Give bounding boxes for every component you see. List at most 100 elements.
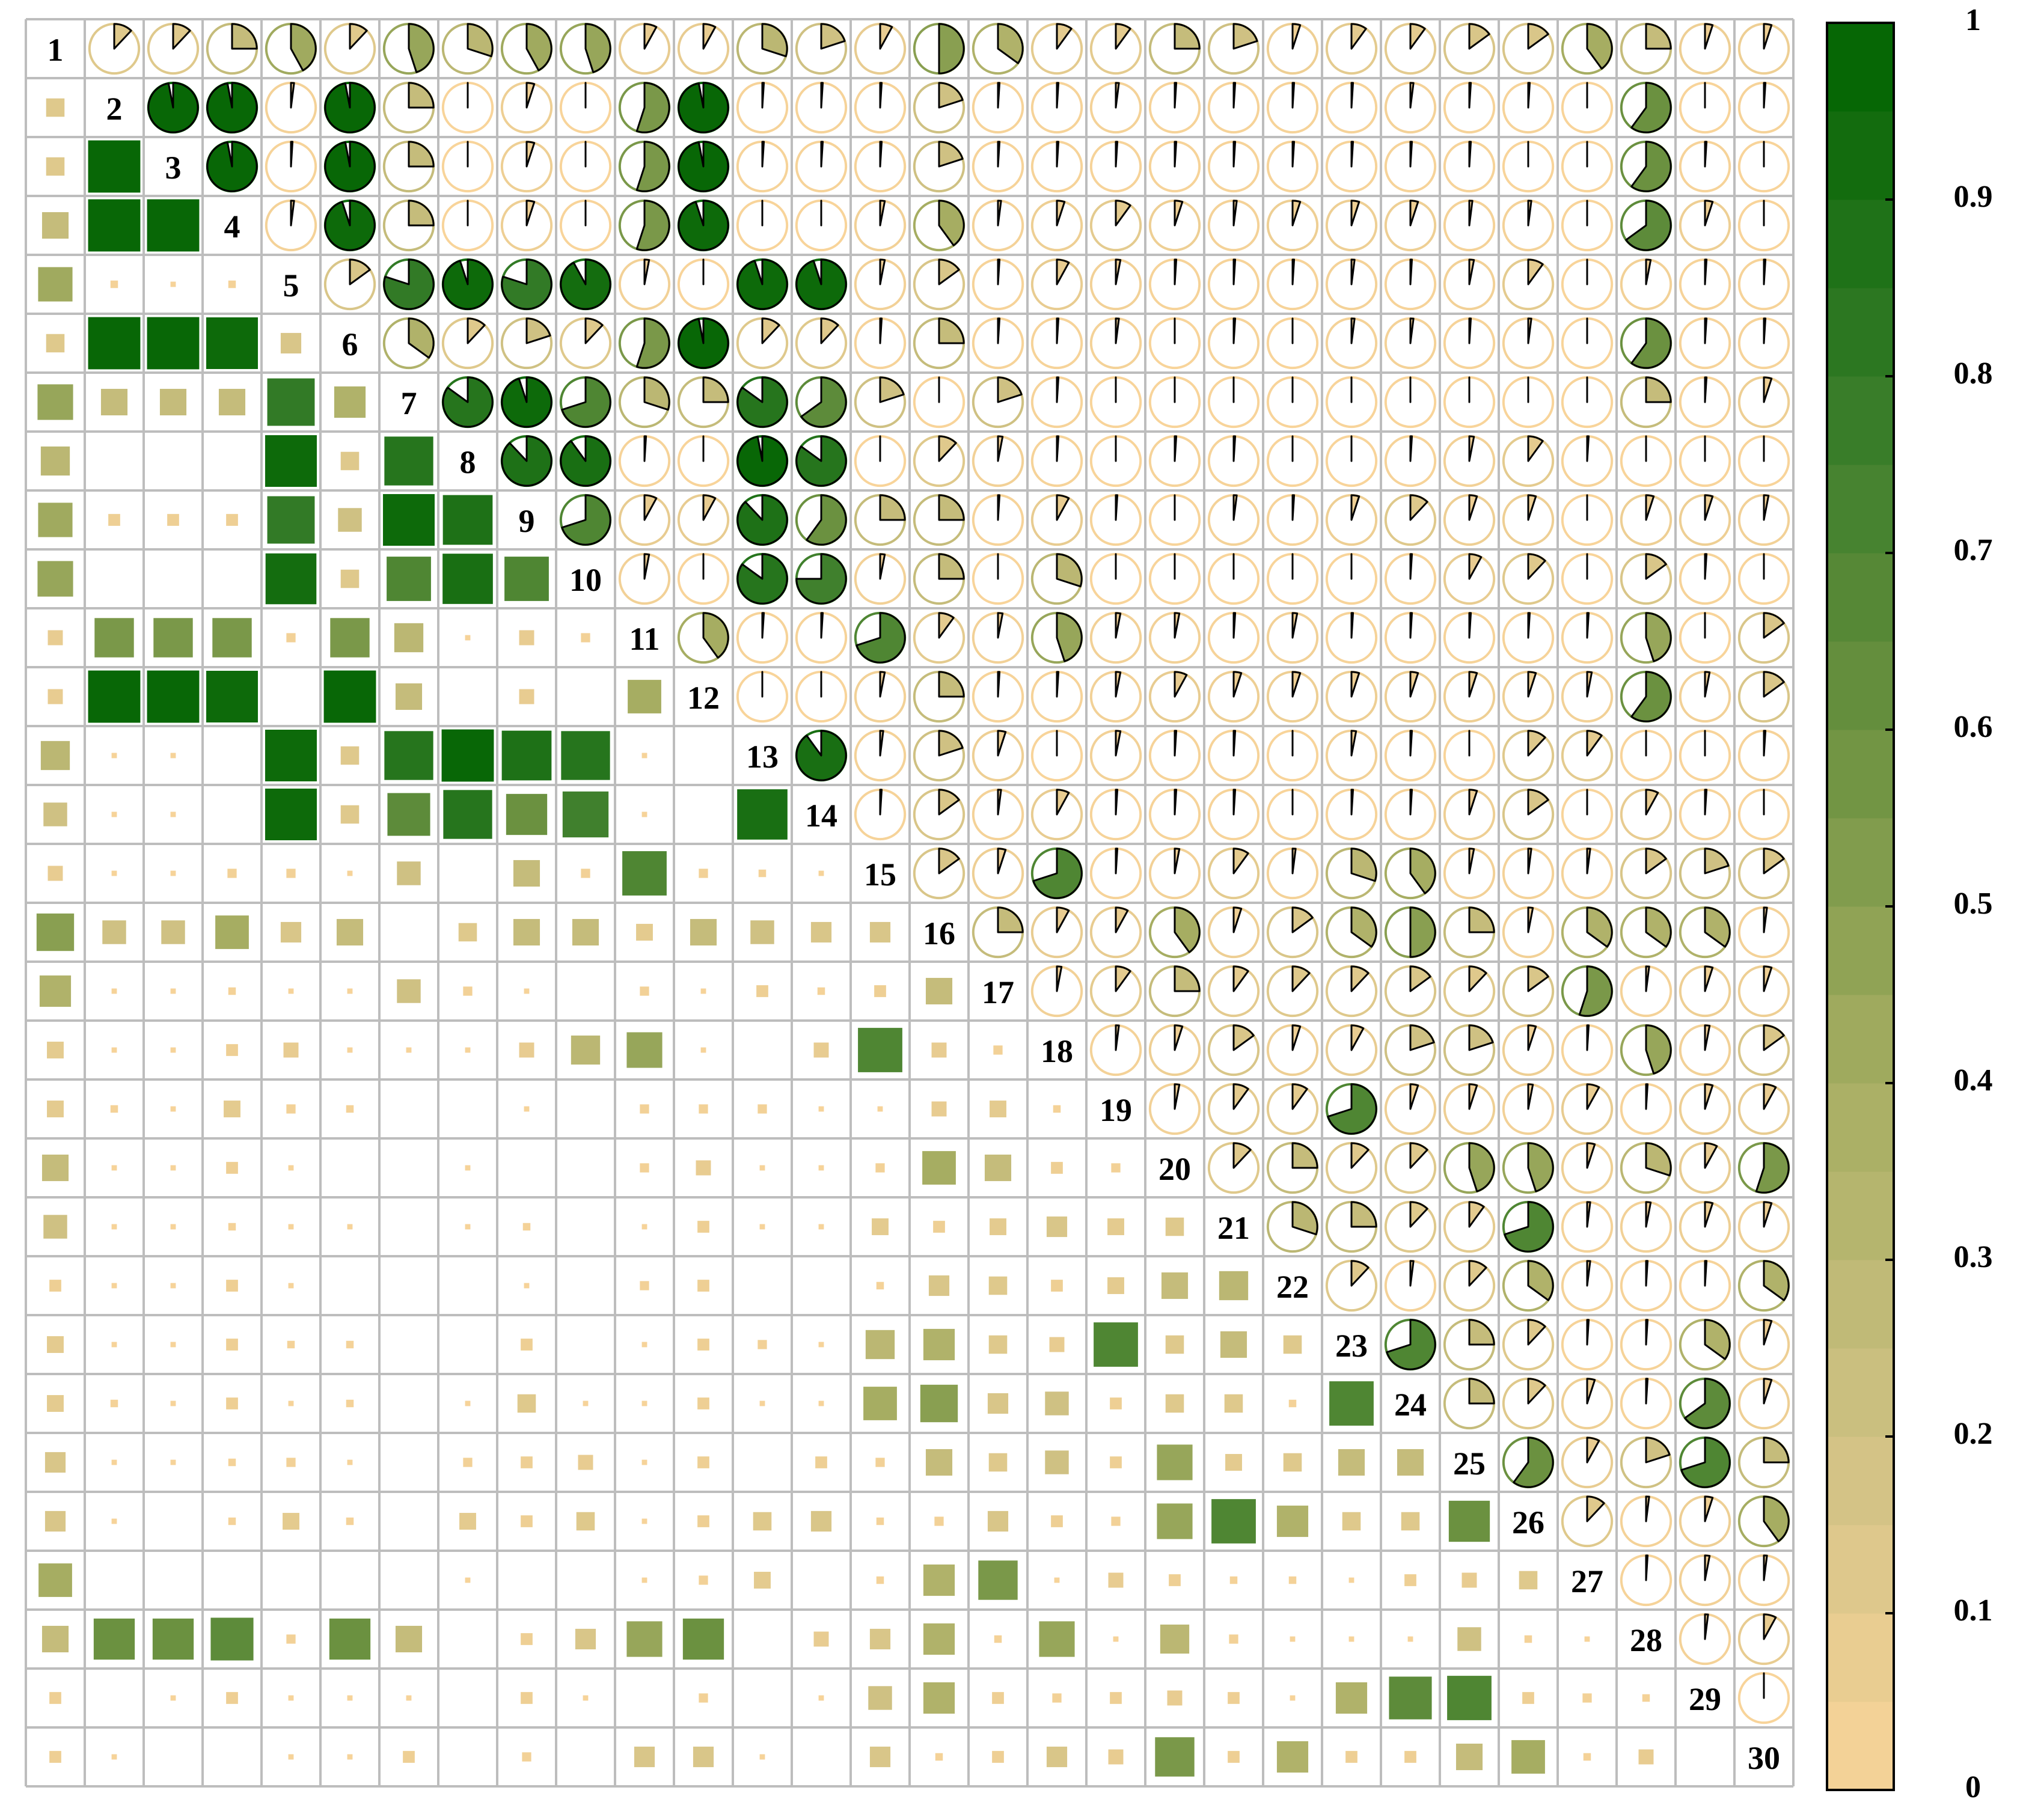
- pie-wedge: [1645, 23, 1672, 50]
- corr-square: [1157, 1503, 1193, 1539]
- corr-square: [876, 1576, 884, 1584]
- pie-wedge: [1115, 200, 1131, 227]
- pie-wedge: [736, 258, 788, 310]
- pie-wedge: [1350, 1260, 1370, 1287]
- pie-wedge: [1645, 1554, 1649, 1581]
- corr-square: [212, 618, 252, 658]
- corr-square: [931, 1101, 947, 1117]
- pie-wedge: [938, 494, 965, 521]
- corr-square: [323, 670, 376, 723]
- corr-square: [641, 753, 647, 759]
- corr-square: [818, 870, 824, 876]
- corr-square: [1108, 1749, 1124, 1765]
- corr-square: [226, 1692, 238, 1704]
- pie-wedge: [643, 258, 650, 286]
- corr-square: [583, 1400, 589, 1406]
- pie-wedge: [1704, 376, 1708, 403]
- pie-wedge: [525, 317, 551, 344]
- corr-square: [170, 1047, 176, 1053]
- corr-square: [330, 618, 370, 658]
- pie-wedge: [1386, 1319, 1436, 1370]
- corr-square: [818, 1342, 824, 1348]
- corr-square: [286, 1458, 296, 1467]
- variable-label: 26: [1512, 1504, 1544, 1541]
- corr-square: [228, 1517, 236, 1525]
- pie-wedge: [1763, 1378, 1773, 1405]
- pie-wedge: [1409, 847, 1436, 894]
- corr-square: [1107, 1277, 1124, 1294]
- corr-square: [286, 1104, 296, 1114]
- corr-square: [641, 1224, 647, 1230]
- corr-square: [465, 1047, 471, 1053]
- corr-square: [111, 1283, 117, 1289]
- corr-square: [1584, 1636, 1590, 1642]
- corr-square: [922, 1151, 956, 1185]
- pie-wedge: [1291, 906, 1314, 933]
- pie-wedge: [1704, 258, 1708, 286]
- pie-wedge: [147, 82, 199, 133]
- corr-square: [699, 869, 708, 878]
- corr-square: [161, 920, 185, 944]
- pie-wedge: [1527, 494, 1537, 521]
- pie-wedge: [761, 141, 765, 168]
- pie-wedge: [1527, 82, 1531, 109]
- pie-wedge: [736, 553, 788, 605]
- corr-square: [340, 451, 360, 471]
- pie-wedge: [938, 435, 957, 462]
- corr-square: [858, 1028, 902, 1072]
- corr-square: [1046, 1746, 1068, 1768]
- corr-square: [340, 805, 360, 824]
- pie-wedge: [938, 730, 964, 757]
- corr-square: [1345, 1751, 1357, 1763]
- pie-wedge: [879, 82, 883, 109]
- corr-square: [93, 1618, 135, 1660]
- pie-wedge: [879, 200, 886, 227]
- corr-square: [40, 446, 70, 476]
- corr-square: [876, 1281, 884, 1290]
- corr-square: [700, 1047, 706, 1053]
- pie-wedge: [1409, 317, 1415, 344]
- pie-wedge: [408, 317, 435, 359]
- pie-wedge: [1704, 23, 1714, 50]
- pie-wedge: [1291, 965, 1311, 992]
- corr-square: [38, 502, 73, 537]
- pie-wedge: [1704, 1260, 1708, 1287]
- pie-wedge: [1586, 1319, 1590, 1346]
- variable-label: 21: [1217, 1210, 1250, 1246]
- corr-square: [41, 1625, 69, 1653]
- corr-square: [41, 212, 69, 239]
- pie-wedge: [1763, 1495, 1790, 1542]
- variable-label: 18: [1041, 1033, 1073, 1069]
- corr-square: [111, 870, 117, 876]
- pie-wedge: [820, 23, 846, 50]
- corr-square: [346, 1399, 354, 1408]
- corr-square: [170, 811, 176, 817]
- pie-wedge: [1704, 789, 1708, 816]
- pie-wedge: [1468, 200, 1474, 227]
- pie-wedge: [1468, 1378, 1495, 1405]
- variable-label: 1: [47, 32, 64, 68]
- corr-square: [935, 1753, 943, 1761]
- corr-square: [1338, 1449, 1365, 1476]
- pie-wedge: [1527, 730, 1546, 757]
- pie-wedge: [1586, 1142, 1596, 1169]
- pie-wedge: [736, 435, 788, 487]
- pie-wedge: [1056, 789, 1070, 816]
- pie-wedge: [113, 23, 132, 50]
- corr-square: [47, 1042, 64, 1058]
- corr-square: [288, 988, 294, 994]
- variable-label: 19: [1100, 1092, 1132, 1128]
- pie-wedge: [1409, 494, 1428, 521]
- corr-square: [1404, 1574, 1416, 1586]
- pie-wedge: [1763, 1083, 1777, 1110]
- corr-square: [817, 987, 825, 995]
- corr-square: [572, 918, 599, 946]
- pie-wedge: [1056, 612, 1083, 662]
- pie-wedge: [1704, 906, 1731, 948]
- corr-square: [682, 1618, 724, 1660]
- pie-wedge: [1704, 317, 1708, 344]
- corr-square: [1052, 1693, 1062, 1703]
- pie-wedge: [1527, 1142, 1554, 1192]
- corr-square: [267, 378, 315, 426]
- corr-square: [49, 1751, 61, 1763]
